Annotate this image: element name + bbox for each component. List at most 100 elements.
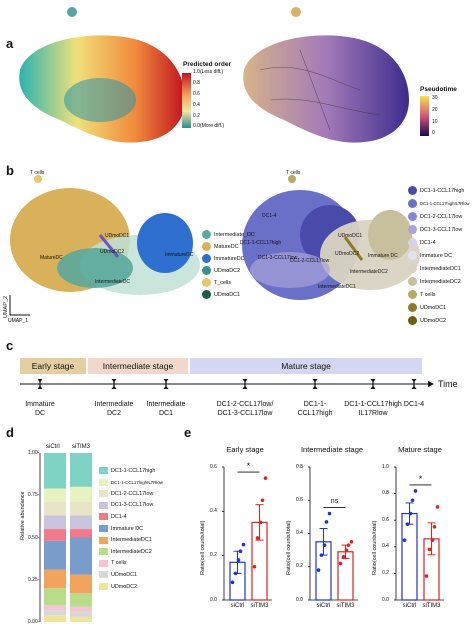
e-xtick: siCtrl bbox=[230, 603, 245, 609]
tick-02: 0.2 bbox=[193, 113, 200, 119]
e-xtick: siCtrl bbox=[402, 603, 417, 609]
b-left-legend-4: T_cells bbox=[202, 278, 231, 287]
legend-swatch bbox=[99, 536, 108, 544]
e-point bbox=[435, 505, 440, 509]
e-point bbox=[430, 538, 435, 542]
e-point bbox=[327, 511, 332, 516]
e-significance: * bbox=[418, 473, 423, 484]
stack-segment bbox=[44, 569, 66, 589]
tick-1: 1.0(Less diff.) bbox=[193, 69, 224, 75]
e-ytick: 0.8 bbox=[296, 463, 303, 470]
b-right-legend-6: IntermediateDC1 bbox=[408, 264, 461, 273]
e-point bbox=[324, 520, 329, 524]
e-plot-title: Early stage bbox=[226, 445, 264, 454]
b-left-label-maturedc: MatureDC bbox=[40, 255, 63, 261]
legend-label: IntermediateDC2 bbox=[111, 548, 152, 555]
stack-segment bbox=[44, 540, 66, 570]
b-right-label-immature: Immature DC bbox=[368, 253, 398, 259]
stack-segment bbox=[44, 605, 66, 611]
stack-segment bbox=[44, 488, 66, 503]
stack-segment bbox=[70, 529, 92, 538]
d-legend-item: DC1-4 bbox=[99, 513, 127, 521]
d-legend-item: DC1-1-CCL17highIL7Rlow bbox=[99, 478, 163, 486]
panel-b-umaps bbox=[9, 175, 420, 316]
umap-celltype-immature bbox=[137, 213, 193, 273]
e-plot-title: Mature stage bbox=[398, 445, 442, 454]
tick-00: 0.0(More diff.) bbox=[193, 123, 225, 129]
timeline-label: DC1-2-CCL17low/DC1-3-CCL17low bbox=[216, 401, 274, 417]
d-ytick-3: 0.25- bbox=[28, 577, 40, 583]
e-point bbox=[402, 538, 407, 542]
e-point bbox=[252, 564, 257, 569]
b-left-label-udmodc1: UDmoDC1 bbox=[105, 233, 130, 239]
b-right-label-dc13: DC1-3-CCL17low bbox=[258, 255, 298, 261]
b-right-legend-7: IntermediateDC2 bbox=[408, 277, 461, 286]
e-ytick: 0.4 bbox=[382, 543, 389, 550]
d-ytick-0: 1.00- bbox=[28, 450, 40, 456]
e-bar bbox=[337, 551, 354, 601]
e-plot-title: Intermediate stage bbox=[300, 445, 364, 454]
b-right-legend-4: DC1-4 bbox=[408, 238, 436, 247]
legend-label: IntermediateDC1 bbox=[111, 537, 152, 544]
d-legend-item: Immature DC bbox=[99, 525, 143, 532]
stack-segment bbox=[70, 611, 92, 617]
d-legend-item: DC1-2-CCL17low bbox=[99, 490, 153, 498]
legend-label: UDmoDC2 bbox=[111, 583, 138, 590]
stage-intermediate: Intermediate stage bbox=[88, 358, 188, 374]
tick-04: 0.4 bbox=[193, 102, 200, 108]
e-point bbox=[408, 511, 413, 516]
timeline-label: Intermediate DC1 bbox=[146, 401, 186, 417]
e-point bbox=[344, 548, 349, 552]
e-point bbox=[322, 543, 327, 547]
stack-segment bbox=[44, 502, 66, 516]
stack-segment bbox=[70, 574, 92, 594]
d-legend-item: T cells bbox=[99, 559, 126, 567]
d-legend-item: UDmoDC2 bbox=[99, 583, 137, 590]
b-left-legend-3: UDmoDC2 bbox=[202, 266, 240, 275]
stack-segment bbox=[70, 616, 92, 622]
panel-a-umaps bbox=[19, 7, 429, 143]
panel-e-letter: e bbox=[184, 425, 192, 440]
colorbar-pseudotime bbox=[420, 96, 429, 136]
e-point bbox=[410, 498, 415, 503]
e-point bbox=[349, 540, 354, 544]
b-right-label-tcells: T cells bbox=[286, 170, 301, 176]
e-point bbox=[341, 554, 346, 559]
timeline-axis bbox=[20, 381, 434, 387]
legend-swatch bbox=[99, 501, 108, 509]
b-left-legend-1: MatureDC bbox=[202, 242, 239, 251]
timeline-time-label: Time bbox=[438, 379, 458, 389]
e-point bbox=[424, 574, 429, 578]
e-ytick: 0.0 bbox=[210, 596, 217, 603]
legend-swatch bbox=[99, 478, 108, 486]
e-ytick: 0.0 bbox=[382, 596, 389, 603]
b-right-legend-1: DC1-1-CCL17highIL7Rlow bbox=[408, 199, 470, 208]
e-point bbox=[263, 476, 268, 480]
legend-label: DC1-1-CCL17highIL7Rlow bbox=[111, 479, 163, 485]
e-ytick: 0.2 bbox=[210, 552, 217, 559]
b-right-label-int1: IntermediateDC1 bbox=[318, 284, 356, 290]
b-right-legend-9: UDmoDC1 bbox=[408, 303, 446, 312]
panel-a-letter: a bbox=[6, 36, 14, 51]
b-right-legend-3: DC1-3-CCL17low bbox=[408, 225, 462, 234]
stack-segment bbox=[70, 502, 92, 516]
timeline-label: Intermediate DC2 bbox=[94, 401, 134, 417]
pt-tick-30: 30 bbox=[432, 95, 438, 101]
d-legend-item: IntermediateDC1 bbox=[99, 536, 152, 544]
pt-tick-20: 20 bbox=[432, 107, 438, 113]
d-ytick-2: 0.50- bbox=[28, 535, 40, 541]
d-cat-sitim3: siTIM3 bbox=[72, 444, 90, 450]
legend-swatch bbox=[99, 559, 108, 567]
b-left-label-immaturedc: ImmatureDC bbox=[165, 252, 194, 258]
d-legend-item: DC1-3-CCL17low bbox=[99, 501, 153, 509]
b-left-legend-0: Intermediate_DC bbox=[202, 230, 255, 239]
stage-mature: Mature stage bbox=[190, 358, 422, 374]
tick-08: 0.8 bbox=[193, 80, 200, 86]
e-point bbox=[319, 553, 324, 557]
e-ytick: 0.8 bbox=[382, 490, 389, 497]
e-ytick: 0.2 bbox=[296, 563, 303, 570]
timeline-label: DC1-4 bbox=[403, 401, 425, 408]
panel-b-letter: b bbox=[6, 163, 14, 178]
umap-b-small-cluster bbox=[291, 7, 301, 17]
tick-06: 0.6 bbox=[193, 91, 200, 97]
